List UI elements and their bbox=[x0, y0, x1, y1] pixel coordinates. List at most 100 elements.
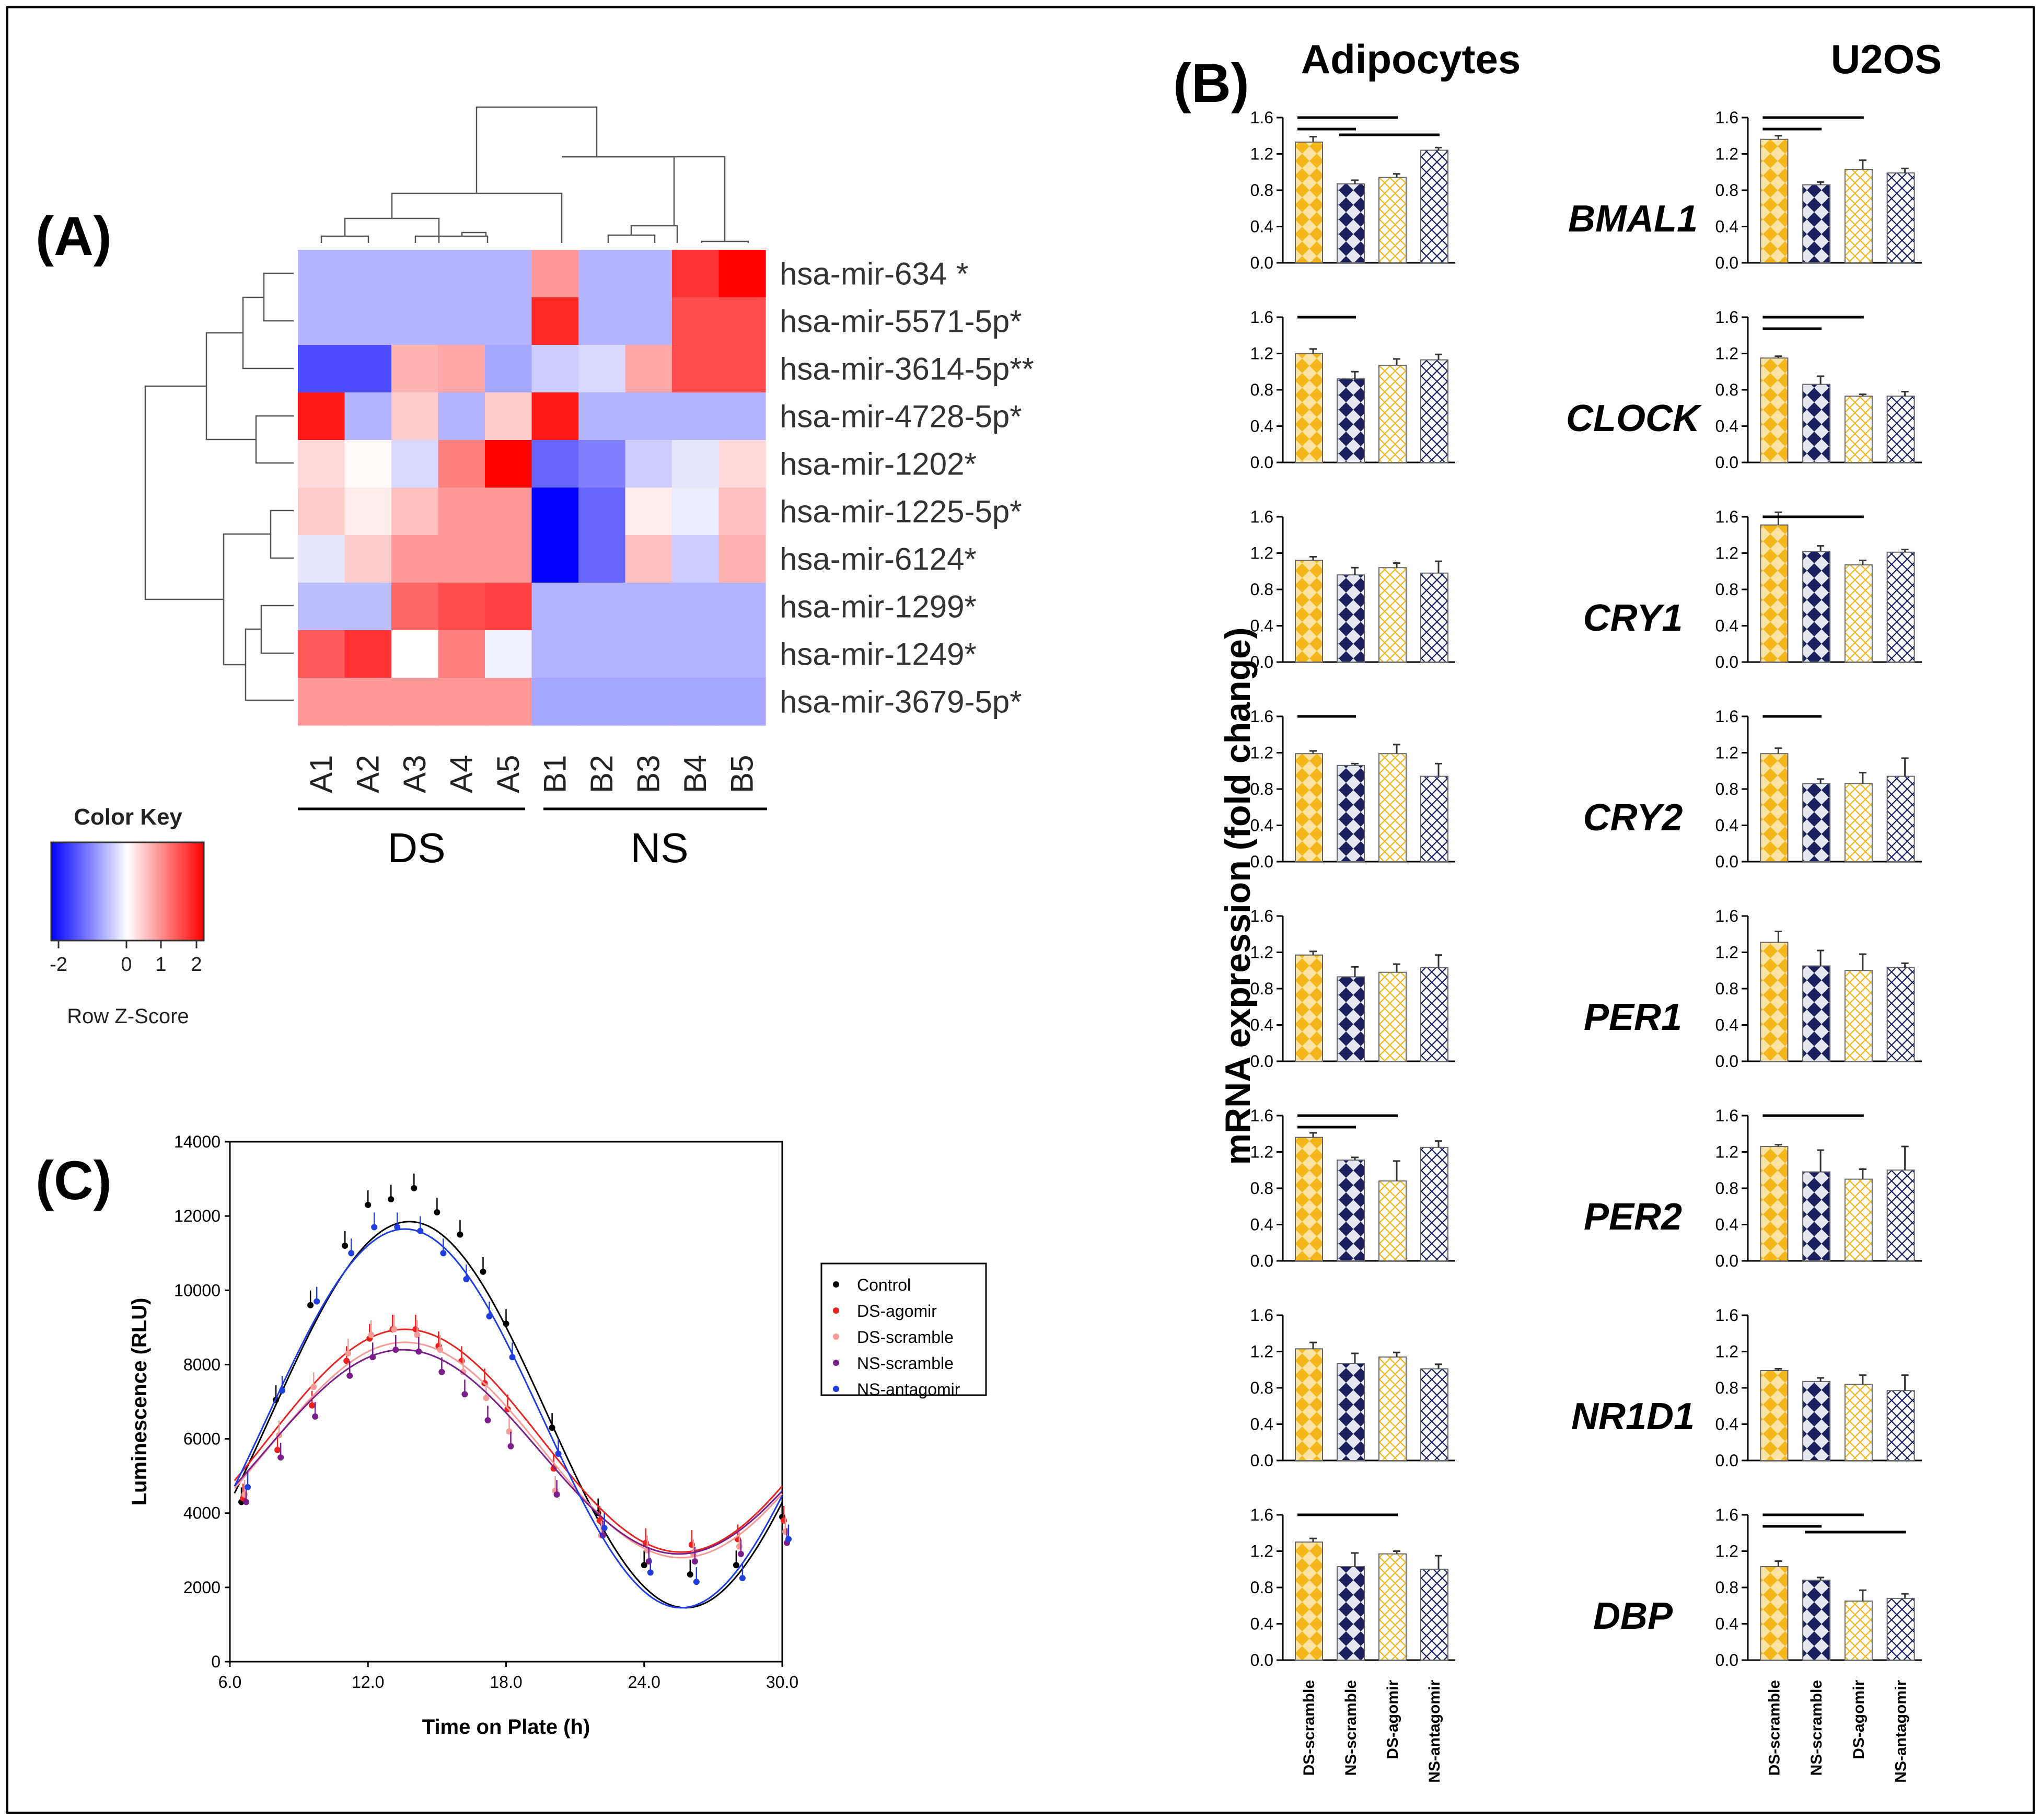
bar-ns-antagomir bbox=[1420, 1368, 1448, 1461]
heatmap-cell bbox=[391, 488, 439, 536]
bar-ds-agomir bbox=[1378, 567, 1407, 663]
bar-ns-scramble bbox=[1802, 1580, 1831, 1661]
x-tick-label: 6.0 bbox=[218, 1673, 241, 1691]
row-label-significance: * bbox=[964, 447, 976, 482]
data-point bbox=[463, 1276, 470, 1282]
x-category-label: NS-scramble bbox=[1808, 1680, 1825, 1776]
heatmap-panel: hsa-mir-634 *hsa-mir-5571-5p*hsa-mir-3614… bbox=[50, 106, 1034, 1028]
y-tick-label: 1.2 bbox=[1250, 145, 1273, 164]
data-point bbox=[457, 1231, 463, 1238]
data-point bbox=[550, 1465, 557, 1472]
heatmap-cell bbox=[391, 535, 439, 583]
row-label-name: hsa-mir-1225-5p bbox=[780, 494, 1010, 529]
heatmap-cell bbox=[344, 250, 392, 298]
heatmap-cell bbox=[578, 488, 626, 536]
bar-ds-agomir bbox=[1844, 396, 1873, 463]
y-tick-label: 0.0 bbox=[1715, 1451, 1738, 1470]
y-tick-label: 0.4 bbox=[1250, 1016, 1273, 1035]
heatmap-cell bbox=[672, 392, 720, 440]
data-point bbox=[392, 1347, 399, 1353]
y-tick-label: 0.0 bbox=[1715, 1052, 1738, 1071]
heatmap-cell bbox=[344, 392, 392, 440]
y-tick-label: 0.8 bbox=[1715, 780, 1738, 798]
column-label: B1 bbox=[537, 755, 572, 793]
heatmap-cell bbox=[672, 678, 720, 726]
data-point bbox=[369, 1354, 376, 1361]
color-key-gradient bbox=[50, 841, 205, 942]
row-label: hsa-mir-4728-5p* bbox=[780, 399, 1022, 434]
y-tick-label: 0.4 bbox=[1250, 617, 1273, 635]
y-tick-label: 0.8 bbox=[1250, 780, 1273, 798]
y-tick-label: 0.0 bbox=[1715, 453, 1738, 472]
heatmap-cell bbox=[672, 345, 720, 393]
y-tick-label: 1.6 bbox=[1250, 108, 1273, 127]
heatmap-cell bbox=[625, 630, 672, 678]
row-label-significance: ** bbox=[1010, 352, 1034, 387]
y-tick-label: 0.8 bbox=[1715, 1578, 1738, 1597]
y-tick-label: 1.2 bbox=[1250, 1342, 1273, 1361]
bar-ns-scramble bbox=[1802, 184, 1831, 264]
heatmap-cell bbox=[578, 678, 626, 726]
column-label: B4 bbox=[678, 755, 713, 793]
heatmap-cell bbox=[672, 535, 720, 583]
heatmap-cell bbox=[531, 345, 579, 393]
row-label: hsa-mir-6124* bbox=[780, 542, 977, 577]
panel-label-c: (C) bbox=[36, 1150, 112, 1211]
data-point bbox=[245, 1483, 251, 1490]
y-tick-label: 1.6 bbox=[1250, 507, 1273, 526]
heatmap-cell bbox=[298, 250, 345, 298]
bar-ns-antagomir bbox=[1420, 572, 1448, 663]
panel-label-a: (A) bbox=[36, 206, 112, 267]
data-point bbox=[415, 1348, 422, 1355]
bar-ns-antagomir bbox=[1886, 775, 1915, 863]
bar-ds-agomir bbox=[1378, 971, 1407, 1062]
heatmap-cell bbox=[625, 440, 672, 488]
bar-ds-agomir bbox=[1378, 1356, 1407, 1462]
y-tick-label: 0.4 bbox=[1250, 1215, 1273, 1234]
heatmap-cell bbox=[391, 392, 439, 440]
heatmap-cell bbox=[438, 488, 485, 536]
bar-ds-scramble bbox=[1760, 942, 1789, 1062]
fit-curve-2 bbox=[234, 1341, 783, 1559]
bar-ds-scramble bbox=[1760, 1370, 1789, 1462]
y-tick-label: 1.2 bbox=[1250, 943, 1273, 962]
data-point bbox=[417, 1227, 424, 1234]
heatmap-cell bbox=[578, 535, 626, 583]
data-point bbox=[346, 1372, 353, 1379]
y-tick-label: 0 bbox=[211, 1652, 221, 1671]
heatmap-cell bbox=[391, 250, 439, 298]
heatmap-cell bbox=[672, 583, 720, 631]
column-label: A1 bbox=[304, 755, 339, 793]
heatmap-cell bbox=[531, 440, 579, 488]
heatmap-cell bbox=[531, 488, 579, 536]
heatmap-cell bbox=[485, 250, 532, 298]
bar-ns-antagomir bbox=[1886, 967, 1915, 1062]
row-label-name: hsa-mir-4728-5p bbox=[780, 399, 1010, 434]
y-tick-label: 1.6 bbox=[1250, 907, 1273, 925]
row-label: hsa-mir-3679-5p* bbox=[780, 685, 1022, 720]
heatmap-cell bbox=[718, 345, 766, 393]
bar-ds-agomir bbox=[1378, 177, 1407, 263]
data-point bbox=[486, 1313, 493, 1320]
data-point bbox=[314, 1298, 320, 1305]
gene-label: PER1 bbox=[1584, 996, 1682, 1038]
heatmap-cell bbox=[391, 440, 439, 488]
data-point bbox=[483, 1395, 490, 1401]
legend-marker bbox=[833, 1281, 839, 1288]
heatmap-cell bbox=[718, 440, 766, 488]
heatmap-cell bbox=[344, 583, 392, 631]
y-axis-label: mRNA expression (fold change) bbox=[1218, 628, 1258, 1165]
bar-ds-agomir bbox=[1844, 564, 1873, 663]
data-point bbox=[739, 1575, 746, 1582]
heatmap-cell bbox=[718, 392, 766, 440]
legend-entry: DS-scramble bbox=[857, 1328, 954, 1347]
data-point bbox=[785, 1536, 792, 1543]
bar-ds-scramble bbox=[1295, 353, 1323, 463]
panel-label-b: (B) bbox=[1173, 53, 1249, 114]
data-point bbox=[243, 1499, 250, 1505]
y-tick-label: 1.6 bbox=[1715, 308, 1738, 327]
data-point bbox=[348, 1250, 355, 1257]
y-tick-label: 0.0 bbox=[1250, 1451, 1273, 1470]
fit-curve-3 bbox=[234, 1349, 783, 1555]
